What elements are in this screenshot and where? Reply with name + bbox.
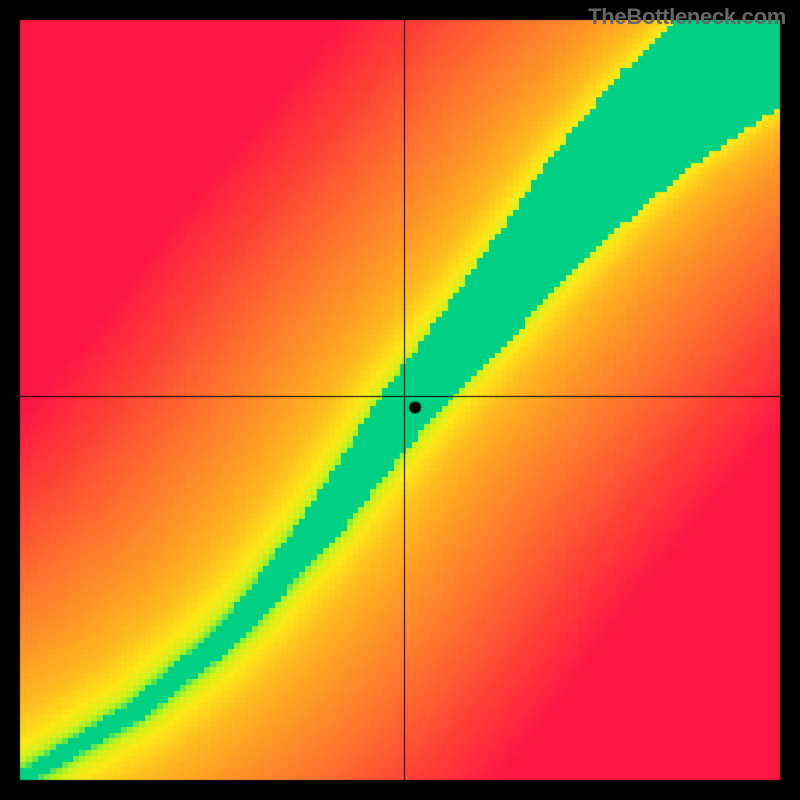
watermark-text: TheBottleneck.com xyxy=(588,4,786,30)
heatmap-canvas xyxy=(0,0,800,800)
chart-container: TheBottleneck.com xyxy=(0,0,800,800)
